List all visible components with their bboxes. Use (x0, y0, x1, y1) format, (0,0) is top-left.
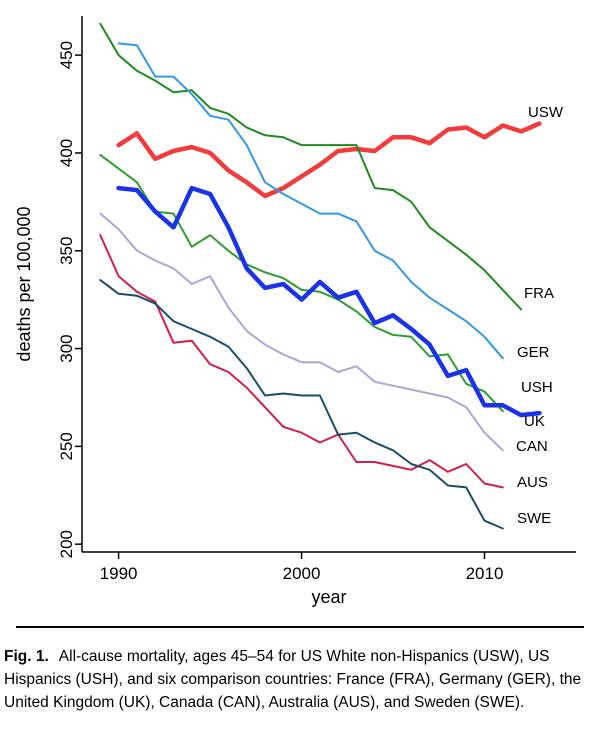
x-tick-label: 2000 (283, 564, 321, 583)
series-line-ush (99, 153, 504, 413)
caption-label: Fig. 1. (4, 648, 49, 665)
y-axis-title: deaths per 100,000 (14, 206, 34, 361)
x-tick-label: 2010 (466, 564, 504, 583)
series-label-fra: FRA (524, 285, 554, 302)
caption-text: All-cause mortality, ages 45–54 for US W… (4, 648, 582, 711)
series-label-aus: AUS (517, 474, 548, 491)
series-line-aus (99, 234, 504, 489)
series-line-uk (116, 185, 542, 418)
series-line-ger (117, 42, 504, 360)
chart-series-labels: USW FRA GER USH UK CAN AUS SWE (516, 104, 564, 527)
y-tick-label: 450 (57, 41, 76, 69)
x-tick-label: 1990 (100, 564, 138, 583)
y-tick-label: 250 (57, 432, 76, 460)
chart-series (99, 22, 542, 530)
x-axis-title: year (311, 587, 346, 607)
series-line-can (99, 212, 504, 452)
caption-divider (16, 626, 584, 628)
series-line-swe (99, 279, 504, 530)
figure-caption: Fig. 1. All-cause mortality, ages 45–54 f… (4, 645, 594, 714)
series-label-uk: UK (524, 413, 545, 430)
series-label-ush: USH (521, 379, 553, 396)
y-tick-label: 350 (57, 237, 76, 265)
mortality-chart: 1990 2000 2010 200 250 300 350 400 450 year deaths… (14, 16, 576, 607)
chart-axes: 1990 2000 2010 200 250 300 350 400 450 year deaths… (14, 16, 576, 607)
series-label-ger: GER (517, 344, 550, 361)
y-tick-label: 300 (57, 334, 76, 362)
series-label-usw: USW (528, 104, 564, 121)
y-tick-label: 200 (57, 530, 76, 558)
y-tick-label: 400 (57, 139, 76, 167)
series-line-usw (116, 121, 542, 199)
series-label-swe: SWE (517, 510, 551, 527)
series-line-fra (99, 22, 523, 311)
series-label-can: CAN (516, 438, 548, 455)
